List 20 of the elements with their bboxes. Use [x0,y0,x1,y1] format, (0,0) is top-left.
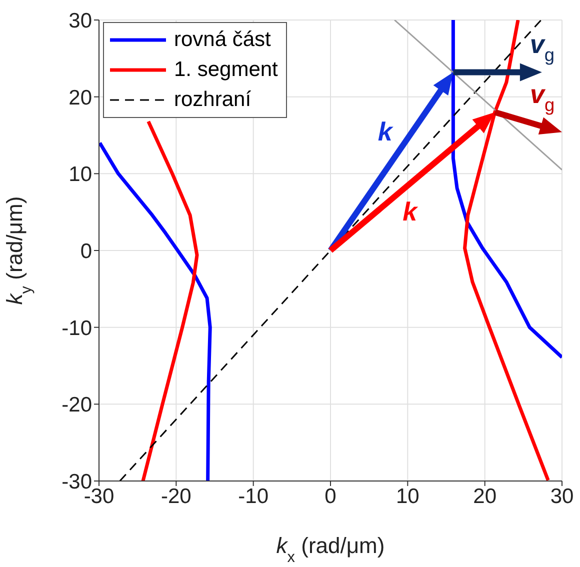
y-tick-label: -10 [62,316,92,340]
annotation: v$_{g}$ [530,79,555,115]
legend-label: 1. segment [174,57,278,83]
annotation: k [378,116,394,146]
x-axis-title: k$_{x}$ (rad/μm) [276,533,385,566]
y-tick-label: 20 [68,86,92,110]
y-tick-label: 30 [68,9,92,32]
y-tick-label: 0 [80,240,92,263]
x-tick-label: 30 [550,484,574,508]
x-tick-label: 0 [324,484,336,508]
x-tick-label: -10 [238,484,269,508]
x-tick-label: 10 [396,484,420,508]
y-tick-label: -20 [62,394,92,417]
x-tick-label: -20 [160,484,192,508]
legend-label: rovná část [174,27,271,53]
x-tick-label: 20 [473,484,497,508]
annotation: v$_{g}$ [530,29,555,66]
annotation: k [402,196,419,226]
y-tick-label: 10 [68,163,92,186]
legend-label: rozhraní [174,87,252,113]
